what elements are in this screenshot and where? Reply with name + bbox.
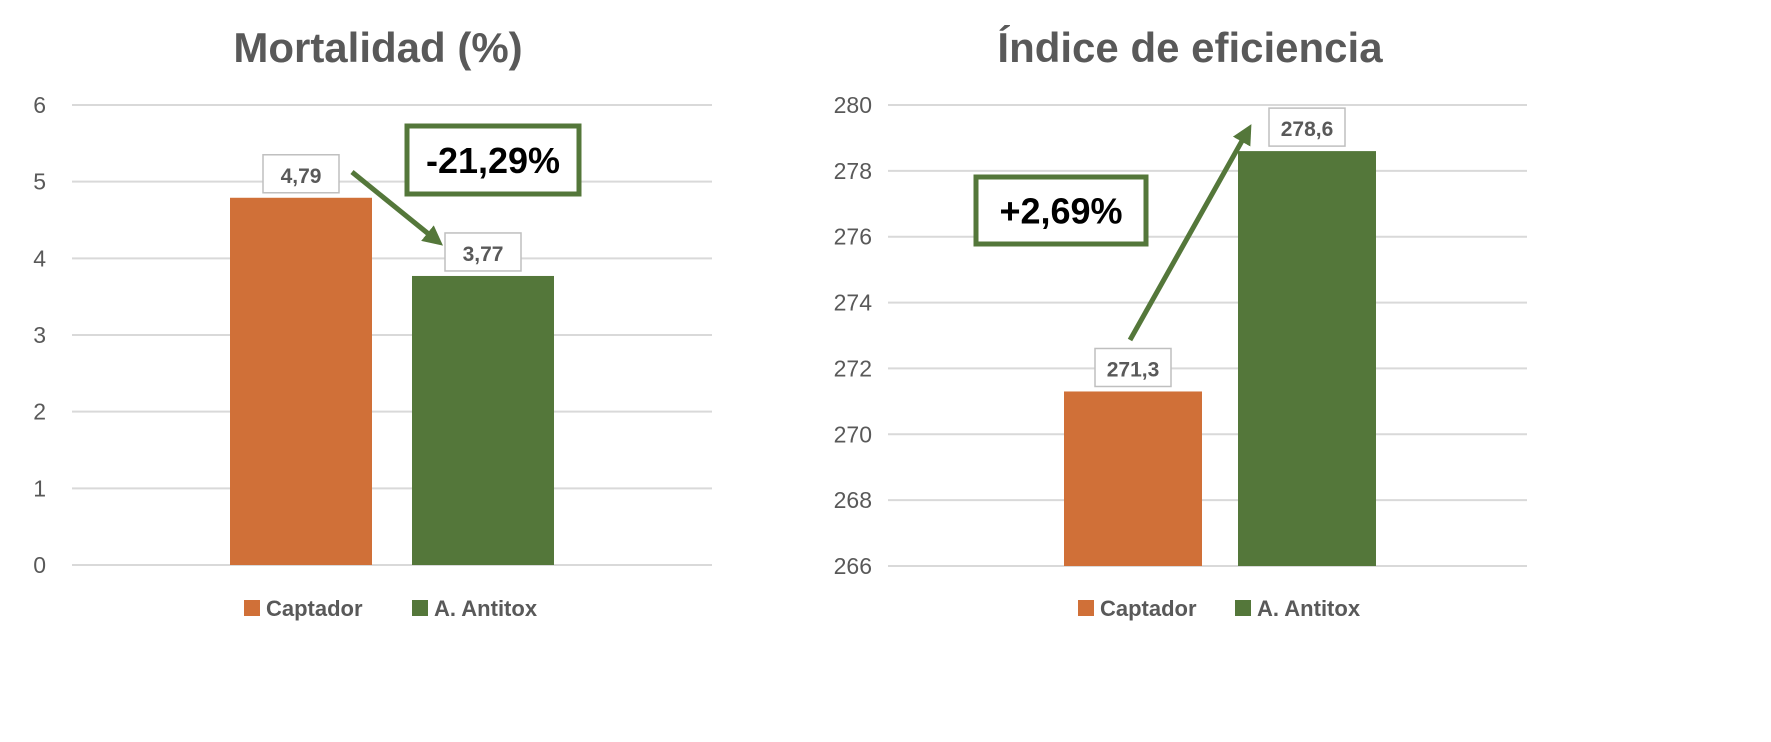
data-label-box [444,232,522,272]
y-tick-label: 0 [33,552,46,578]
trend-arrow [1127,124,1252,342]
data-label-text: 4,79 [281,165,322,188]
change-annotation-box [404,123,582,197]
change-annotation-text: +2,69% [999,191,1122,232]
bar-a-antitox [1238,151,1376,566]
y-tick-label: 266 [834,553,872,579]
data-label-text: 278,6 [1281,118,1334,141]
y-tick-label: 268 [834,487,872,513]
legend-label: A. Antitox [434,596,538,621]
legend: Captador A. Antitox [244,596,538,621]
data-label-box [1268,107,1346,147]
y-tick-label: 1 [33,475,46,501]
change-annotation-box [973,174,1149,247]
change-annotation-text: -21,29% [426,140,560,181]
chart-title: Índice de eficiencia [997,24,1383,71]
data-label-box [262,154,340,194]
legend-swatch [1078,600,1094,616]
y-tick-label: 3 [33,322,46,348]
chart-title: Mortalidad (%) [233,24,522,71]
bar-captador [1064,391,1202,566]
y-tick-label: 270 [834,421,872,447]
data-label: 3,77 [444,232,522,272]
y-tick-label: 272 [834,355,872,381]
legend-swatch [244,600,260,616]
chart-1: Mortalidad (%) 0 1 2 3 4 5 6 4,79 3,77 -21,29% Capt… [33,24,712,621]
y-tick-label: 2 [33,399,46,425]
change-annotation: +2,69% [973,174,1149,247]
legend-label: A. Antitox [1257,596,1361,621]
legend-label: Captador [266,596,363,621]
y-tick-label: 274 [834,290,873,316]
data-label-text: 271,3 [1107,358,1160,381]
chart-2: Índice de eficiencia 266 268 270 272 274 276 27… [834,24,1527,621]
trend-arrow [350,170,443,246]
data-label: 271,3 [1094,347,1172,388]
y-tick-label: 6 [33,92,46,118]
data-label-text: 3,77 [463,243,504,266]
y-tick-label: 280 [834,92,872,118]
bar-a-antitox [412,275,554,565]
data-label: 278,6 [1268,107,1346,147]
y-tick-label: 276 [834,224,872,250]
data-label: 4,79 [262,154,340,194]
change-annotation: -21,29% [404,123,582,197]
bar-captador [230,197,372,565]
legend-label: Captador [1100,596,1197,621]
y-tick-label: 4 [33,245,46,271]
legend-swatch [412,600,428,616]
y-tick-label: 278 [834,158,872,184]
data-label-box [1094,347,1172,388]
legend-swatch [1235,600,1251,616]
y-tick-label: 5 [33,169,46,195]
legend: Captador A. Antitox [1078,596,1361,621]
